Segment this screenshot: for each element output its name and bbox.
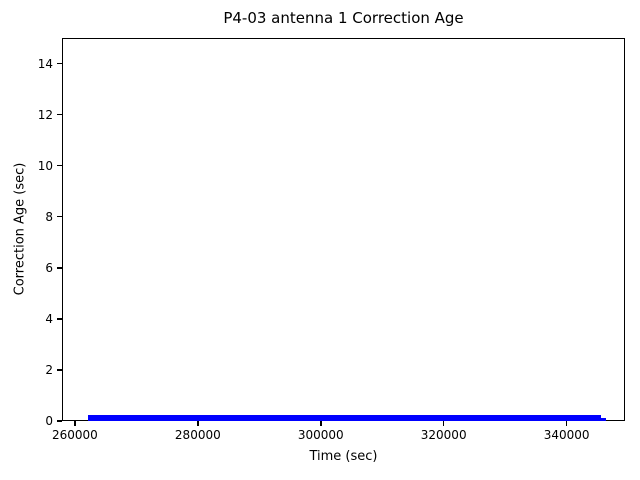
y-tick (57, 113, 62, 116)
y-tick-label: 12 (37, 107, 53, 122)
plot-area (62, 38, 625, 421)
x-tick (442, 421, 445, 426)
y-tick (57, 62, 62, 65)
y-tick (57, 318, 62, 320)
y-tick (57, 164, 62, 167)
x-tick-label: 300000 (297, 428, 344, 442)
y-tick (57, 420, 62, 422)
correction-age-series-segment (601, 418, 606, 421)
y-tick-label: 10 (37, 158, 53, 173)
y-tick (57, 267, 62, 269)
x-tick-label: 320000 (420, 428, 467, 442)
x-tick (565, 421, 568, 426)
y-axis-label: Correction Age (sec) (12, 162, 28, 296)
x-tick (320, 421, 322, 426)
x-tick-label: 280000 (174, 428, 221, 442)
chart-title: P4-03 antenna 1 Correction Age (223, 9, 464, 27)
x-axis-label: Time (sec) (309, 449, 378, 464)
y-tick (57, 215, 62, 218)
y-tick-label: 0 (45, 414, 53, 428)
x-tick-label: 260000 (52, 428, 98, 442)
y-tick-label: 14 (37, 56, 53, 71)
y-tick-label: 8 (45, 209, 53, 224)
x-tick-label: 340000 (543, 428, 590, 442)
x-tick (197, 421, 199, 426)
y-tick-label: 4 (45, 311, 53, 326)
y-tick (57, 369, 62, 371)
y-tick-label: 6 (45, 260, 53, 275)
x-tick (74, 421, 76, 426)
y-tick-label: 2 (45, 362, 53, 377)
correction-age-series-segment (87, 415, 602, 421)
